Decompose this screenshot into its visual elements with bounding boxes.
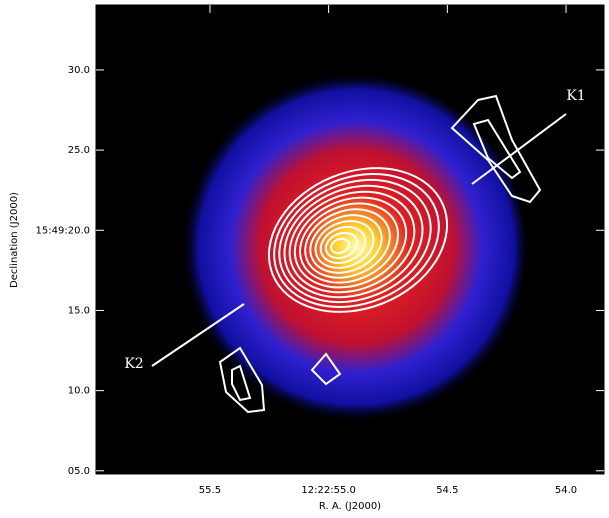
x-tick-label: 54.0 — [555, 485, 577, 496]
x-tick-label: 55.5 — [199, 485, 221, 496]
y-tick-label: 05.0 — [68, 466, 90, 477]
y-tick-label: 25.0 — [68, 145, 90, 156]
contours — [218, 94, 542, 414]
contour — [267, 167, 449, 313]
contour — [309, 214, 383, 274]
contour — [324, 231, 359, 260]
annotation: K2 — [124, 356, 143, 372]
contour — [299, 202, 399, 284]
y-tick-label: 10.0 — [68, 386, 90, 397]
image — [96, 5, 604, 474]
x-tick-label: 12:22:55.0 — [301, 485, 355, 496]
contour — [304, 208, 391, 279]
y-tick-label: 15.0 — [68, 305, 90, 316]
y-axis-label: Declination (J2000) — [9, 192, 20, 288]
annotation: K1 — [566, 88, 585, 104]
x-axis-label: R. A. (J2000) — [319, 501, 381, 512]
plot-frame — [95, 4, 605, 475]
contour — [330, 237, 350, 255]
contour — [278, 178, 432, 304]
contour — [319, 226, 367, 264]
contour — [314, 220, 375, 269]
contour — [283, 184, 424, 299]
contour — [288, 190, 416, 294]
x-tick-label: 54.5 — [436, 485, 458, 496]
y-tick-label: 15:49:20.0 — [36, 225, 90, 236]
contour — [273, 173, 440, 308]
y-tick-label: 30.0 — [68, 65, 90, 76]
contour — [293, 196, 408, 289]
